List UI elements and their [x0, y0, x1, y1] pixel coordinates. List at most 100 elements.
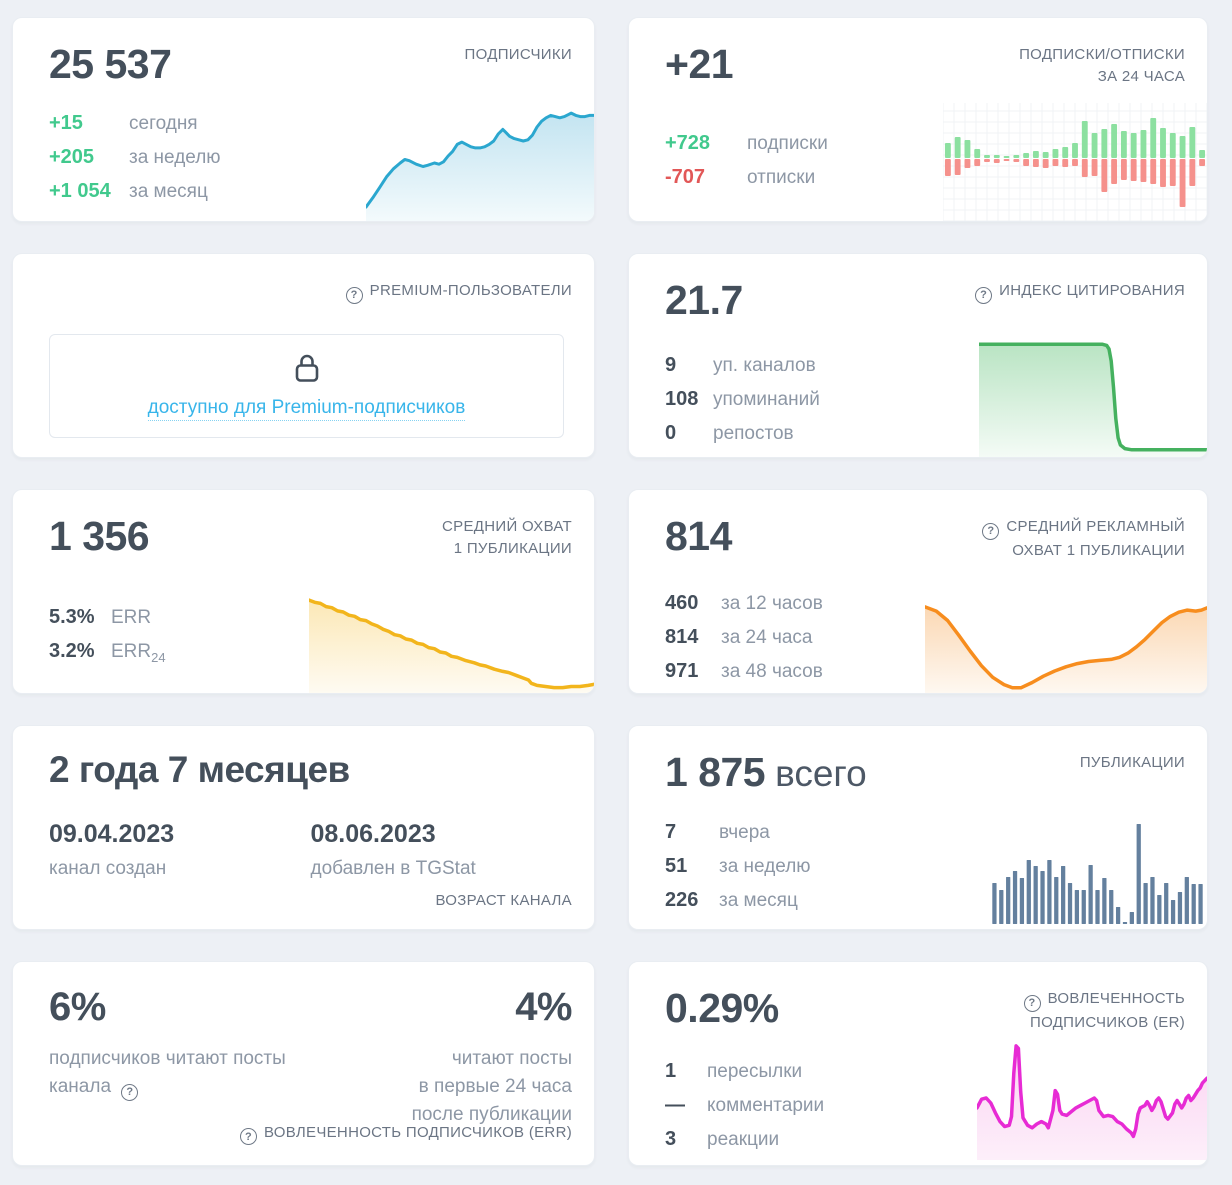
stat-value: 5.3% — [49, 606, 95, 629]
stat-value: +728 — [665, 132, 711, 155]
channel-added-date: 08.06.2023 — [310, 819, 436, 848]
stat-label: пересылки — [707, 1061, 803, 1083]
channel-age-footer: ВОЗРАСТ КАНАЛА — [435, 892, 572, 909]
stat-label: за месяц — [719, 890, 798, 912]
er-title-line2: ПОДПИСЧИКОВ (ER) — [1030, 1013, 1185, 1031]
stat-row: 226 за месяц — [665, 889, 1185, 912]
stat-label: комментарии — [707, 1095, 825, 1117]
err-card: 6% подписчиков читают посты канала ? 4% … — [12, 961, 595, 1166]
premium-link[interactable]: доступно для Premium-подписчиков — [147, 397, 466, 421]
er-title: ? ВОВЛЕЧЕННОСТЬ ПОДПИСЧИКОВ (ER) — [1023, 988, 1185, 1034]
stat-row: 51 за неделю — [665, 855, 1185, 878]
stat-label: отписки — [747, 167, 816, 189]
stat-label: вчера — [719, 822, 770, 844]
stat-row: 814 за 24 часа — [665, 626, 1185, 649]
stat-value: 226 — [665, 889, 699, 912]
stat-label: упоминаний — [713, 389, 820, 411]
avg-reach-title-line2: 1 ПУБЛИКАЦИИ — [453, 540, 572, 557]
stat-row: 5.3% ERR — [49, 606, 572, 629]
stat-value: 51 — [665, 855, 688, 878]
stat-value: +15 — [49, 112, 83, 135]
premium-title: ? PREMIUM-ПОЛЬЗОВАТЕЛИ — [345, 280, 572, 304]
stat-label: ERR24 — [111, 641, 166, 666]
channel-age-dates: 09.04.2023 канал создан 08.06.2023 добав… — [49, 820, 572, 880]
publications-suffix: всего — [775, 753, 867, 794]
avg-reach-card: 1 356 СРЕДНИЙ ОХВАТ 1 ПУБЛИКАЦИИ 5.3% ERR… — [12, 489, 595, 694]
channel-created-label: канал создан — [49, 857, 167, 879]
citation-stats: 9 уп. каналов 108 упоминаний 0 репостов — [665, 354, 1185, 445]
stat-value: +1 054 — [49, 180, 111, 203]
ad-reach-title: ? СРЕДНИЙ РЕКЛАМНЫЙ ОХВАТ 1 ПУБЛИКАЦИИ — [982, 516, 1185, 562]
stat-row: 0 репостов — [665, 422, 1185, 445]
err-left-text-label: подписчиков читают посты канала — [49, 1048, 286, 1098]
stat-value: 7 — [665, 821, 677, 844]
stat-row: 460 за 12 часов — [665, 592, 1185, 615]
stat-value: 460 — [665, 592, 699, 615]
err-right-line1: читают посты — [451, 1048, 572, 1070]
err-left-column: 6% подписчиков читают посты канала ? — [49, 985, 349, 1129]
stat-row: 1 пересылки — [665, 1060, 1185, 1083]
question-icon[interactable]: ? — [239, 1128, 257, 1145]
ad-reach-stats: 460 за 12 часов 814 за 24 часа 971 за 48 часо… — [665, 592, 1185, 683]
channel-added-label: добавлен в TGStat — [310, 857, 476, 879]
er-line-chart — [977, 1036, 1207, 1160]
err-right-line2: в первые 24 часа — [418, 1076, 572, 1098]
stat-value: 971 — [665, 660, 699, 683]
err-footer-text: ВОВЛЕЧЕННОСТЬ ПОДПИСЧИКОВ (ERR) — [263, 1123, 572, 1141]
subs-unsubs-bar-chart — [943, 103, 1207, 221]
channel-age-card: 2 года 7 месяцев 09.04.2023 канал создан… — [12, 725, 595, 930]
err-columns: 6% подписчиков читают посты канала ? 4% … — [49, 985, 573, 1129]
avg-reach-value: 1 356 — [49, 513, 150, 559]
err-right-value: 4% — [515, 985, 572, 1029]
ad-reach-value: 814 — [665, 513, 732, 559]
stat-row: 7 вчера — [665, 821, 1185, 844]
er-title-line1: ? ВОВЛЕЧЕННОСТЬ — [1023, 988, 1185, 1012]
stat-value: 9 — [665, 354, 677, 377]
er-title-text1: ВОВЛЕЧЕННОСТЬ — [1047, 990, 1185, 1007]
question-icon[interactable]: ? — [121, 1083, 139, 1101]
stat-label: сегодня — [129, 113, 198, 135]
stat-row: — комментарии — [665, 1094, 1185, 1117]
subscribers-value: 25 537 — [49, 41, 172, 87]
stat-value: 0 — [665, 422, 677, 445]
stat-row: 108 упоминаний — [665, 388, 1185, 411]
stat-value: +205 — [49, 146, 95, 169]
err-left-text: подписчиков читают посты канала ? — [49, 1045, 349, 1101]
stat-label: за 48 часов — [721, 661, 823, 683]
lock-icon — [294, 352, 320, 388]
subs-unsubs-title: ПОДПИСКИ/ОТПИСКИ ЗА 24 ЧАСА — [1019, 44, 1185, 88]
stat-row: 3 реакции — [665, 1128, 1185, 1151]
avg-reach-title-line1: СРЕДНИЙ ОХВАТ — [442, 518, 572, 535]
err-right-text: читают посты в первые 24 часа после публ… — [412, 1045, 572, 1129]
channel-age-value: 2 года 7 месяцев — [49, 749, 350, 790]
subs-unsubs-title-line2: ЗА 24 ЧАСА — [1097, 68, 1185, 85]
publications-value: 1 875 всего — [665, 750, 1185, 794]
question-icon[interactable]: ? — [1023, 994, 1041, 1012]
channel-created-block: 09.04.2023 канал создан — [49, 820, 311, 880]
premium-users-card: ? PREMIUM-ПОЛЬЗОВАТЕЛИ доступно для Premi… — [12, 253, 595, 458]
ad-reach-title-line1: ? СРЕДНИЙ РЕКЛАМНЫЙ — [982, 516, 1185, 540]
stat-label: за 12 часов — [721, 593, 823, 615]
stat-label: реакции — [707, 1129, 780, 1151]
subscribers-card: 25 537 ПОДПИСЧИКИ +15 сегодня +205 за недел… — [12, 17, 595, 222]
question-icon[interactable]: ? — [345, 286, 363, 304]
question-icon[interactable]: ? — [982, 522, 1000, 540]
stat-label: за неделю — [129, 147, 221, 169]
publications-stats: 7 вчера 51 за неделю 226 за месяц — [665, 821, 1185, 912]
citation-step-chart — [979, 337, 1207, 457]
publications-title: ПУБЛИКАЦИИ — [1079, 754, 1185, 771]
stat-row: 9 уп. каналов — [665, 354, 1185, 377]
subscribers-stats: +15 сегодня +205 за неделю +1 054 за месяц — [49, 112, 572, 203]
publications-total: 1 875 — [665, 749, 766, 795]
stat-label: за неделю — [719, 856, 811, 878]
ad-reach-title-text1: СРЕДНИЙ РЕКЛАМНЫЙ — [1006, 518, 1185, 535]
err-right-column: 4% читают посты в первые 24 часа после п… — [412, 985, 573, 1129]
question-icon[interactable]: ? — [975, 286, 993, 304]
avg-reach-area-chart — [309, 585, 594, 693]
stat-label: за месяц — [129, 181, 208, 203]
subs-unsubs-title-line1: ПОДПИСКИ/ОТПИСКИ — [1019, 46, 1185, 63]
subs-unsubs-card: +21 ПОДПИСКИ/ОТПИСКИ ЗА 24 ЧАСА +728 подп… — [628, 17, 1208, 222]
stat-value: 814 — [665, 626, 699, 649]
subscribers-title: ПОДПИСЧИКИ — [464, 46, 572, 63]
